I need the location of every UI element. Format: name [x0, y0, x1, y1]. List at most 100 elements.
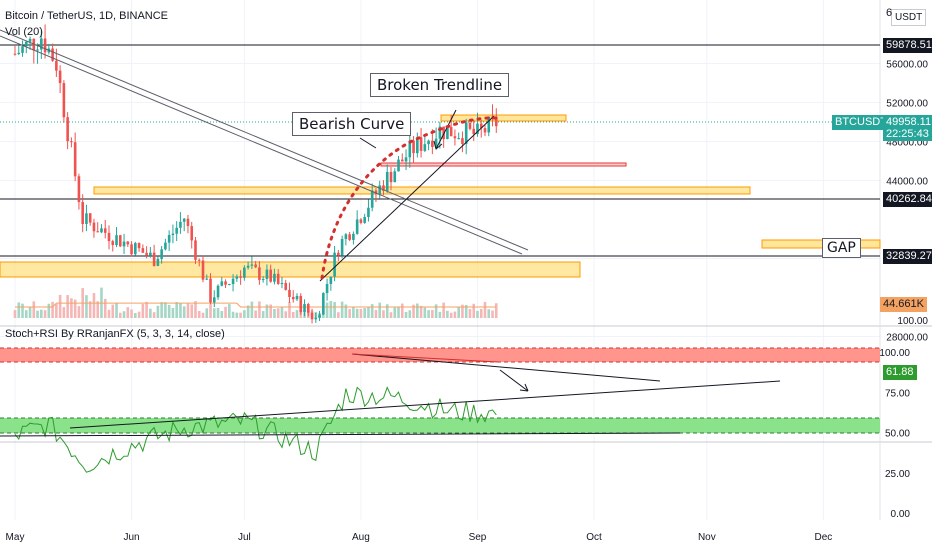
osc-arrow[interactable] [499, 369, 529, 392]
volume-bar [453, 311, 457, 318]
candle-body [51, 48, 54, 61]
volume-bar [17, 302, 21, 318]
volume-bar [77, 306, 81, 318]
volume-bar [243, 310, 246, 318]
candle-body [276, 273, 280, 284]
candlesticks [13, 24, 498, 324]
gap-zone[interactable] [761, 239, 881, 249]
oversold-band [0, 418, 880, 433]
currency-button[interactable]: USDT [891, 9, 927, 26]
volume-bar [393, 307, 397, 318]
osc-axis-tick: 75.00 [885, 388, 910, 399]
candle-body [483, 128, 487, 133]
candle-body [329, 276, 333, 284]
price-axis-tick: 56000.00 [886, 60, 928, 71]
last-price-tag: 49958.11 22:25:43 [883, 115, 932, 141]
volume-bar [276, 308, 280, 318]
volume-bar [273, 308, 276, 318]
candle-body [385, 171, 389, 191]
candle-body [280, 282, 284, 284]
trendline-arrow[interactable] [435, 109, 457, 150]
volume-bar [468, 309, 472, 318]
candle-body [322, 293, 325, 315]
candle-body [111, 241, 115, 246]
candle-body [145, 252, 148, 256]
volume-bar [92, 293, 96, 318]
candle-body [363, 217, 366, 223]
volume-bar [378, 302, 382, 318]
volume-bar [36, 310, 39, 318]
volume-bar [464, 305, 468, 318]
candle-body [284, 282, 288, 290]
volume-ma-line [15, 302, 497, 308]
support-zone-bottom[interactable] [0, 261, 581, 278]
main-chart-title[interactable]: Bitcoin / TetherUS, 1D, BINANCE [5, 10, 169, 22]
candle-body [209, 278, 212, 303]
osc-support-line[interactable] [69, 380, 781, 429]
candle-body [190, 226, 194, 241]
volume-bar [416, 303, 419, 318]
volume-bar [122, 311, 126, 318]
bearish-curve-note[interactable]: Bearish Curve [292, 112, 412, 136]
candle-body [306, 303, 310, 313]
volume-bar [228, 304, 231, 318]
candle-body [224, 281, 227, 285]
volume-bar [419, 305, 423, 318]
candle-body [494, 116, 498, 127]
volume-bar [205, 308, 209, 318]
candle-body [216, 285, 220, 298]
osc-bottom-line[interactable] [0, 432, 681, 437]
candle-body [453, 136, 457, 139]
volume-bar [250, 301, 254, 318]
downtrend-line-outer[interactable] [0, 29, 529, 251]
candle-body [70, 141, 73, 143]
support-line-red[interactable] [380, 162, 627, 167]
candle-body [258, 267, 261, 280]
bearish-curve-arrow[interactable] [359, 137, 377, 149]
candle-body [355, 219, 359, 234]
candle-body [269, 269, 272, 282]
volume-title[interactable]: Vol (20) [5, 26, 43, 38]
candle-body [126, 241, 130, 245]
candle-body [254, 264, 257, 268]
candle-body [88, 213, 92, 223]
candle-body [160, 249, 163, 259]
volume-bar [13, 310, 17, 318]
candle-body [32, 38, 36, 51]
uptrend-line[interactable] [319, 115, 495, 282]
gap-note[interactable]: GAP [822, 238, 861, 258]
price-tag-32839: 32839.27 [883, 249, 932, 264]
volume-bar [239, 312, 242, 318]
volume-bar [216, 307, 220, 318]
volume-bar [47, 303, 51, 318]
candle-body [81, 202, 84, 224]
volume-bar [389, 312, 393, 318]
volume-bar [96, 301, 100, 318]
volume-bar [171, 308, 175, 318]
candle-body [239, 276, 242, 278]
resistance-zone-mid[interactable] [93, 186, 751, 195]
candle-body [212, 297, 216, 303]
volume-bar [246, 305, 250, 318]
candle-body [137, 243, 141, 249]
candle-body [378, 185, 382, 194]
osc-value-tag: 61.88 [883, 365, 917, 380]
volume-bar [487, 309, 491, 318]
candle-body [404, 157, 408, 162]
indicator-title[interactable]: Stoch+RSI By RRanjanFX (5, 3, 3, 14, clo… [5, 328, 225, 340]
volume-bar [258, 301, 261, 318]
volume-bar [130, 309, 133, 318]
candle-body [164, 242, 167, 250]
candle-body [464, 122, 468, 144]
candle-body [416, 137, 419, 154]
osc-resistance-line[interactable] [351, 353, 661, 382]
candle-body [389, 171, 393, 183]
volume-bar [479, 308, 483, 318]
resistance-zone-top[interactable] [440, 114, 567, 122]
candle-body [115, 235, 118, 246]
downtrend-line-inner[interactable] [0, 35, 523, 255]
broken-trendline-note[interactable]: Broken Trendline [370, 73, 510, 97]
volume-bar [438, 311, 442, 318]
candle-body [461, 138, 464, 144]
volume-bar [212, 308, 216, 318]
